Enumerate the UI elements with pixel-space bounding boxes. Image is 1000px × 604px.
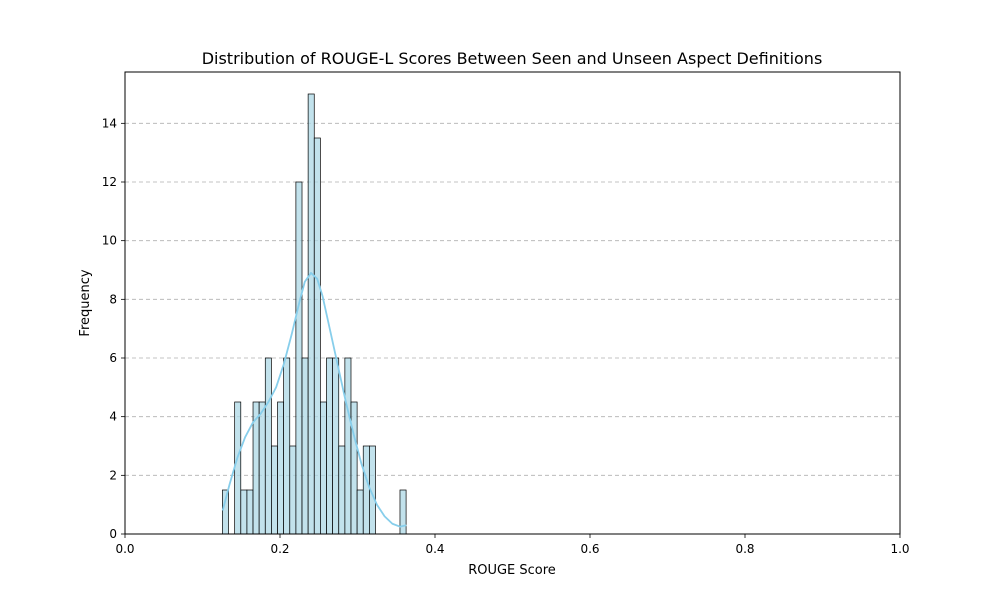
histogram-bar xyxy=(271,445,278,535)
histogram-bar xyxy=(289,445,297,535)
y-tick-label: 10 xyxy=(102,234,117,248)
chart-title: Distribution of ROUGE-L Scores Between S… xyxy=(202,49,823,68)
y-tick-label: 2 xyxy=(109,468,117,482)
histogram-bar xyxy=(258,401,266,535)
x-tick-label: 0.2 xyxy=(270,542,289,556)
plot-frame xyxy=(124,71,901,535)
histogram-bar xyxy=(338,445,346,535)
histogram-bar xyxy=(320,401,327,535)
kde-layer xyxy=(221,272,407,528)
y-tick-label: 8 xyxy=(109,292,117,306)
histogram-bar xyxy=(277,401,284,535)
histogram-bar xyxy=(362,445,370,535)
histogram-bar xyxy=(356,489,364,535)
x-tick-label: 0.4 xyxy=(425,542,444,556)
histogram-bar xyxy=(234,401,242,535)
x-tick-label: 1.0 xyxy=(890,542,909,556)
histogram-bar xyxy=(295,181,303,535)
x-tick-label: 0.8 xyxy=(735,542,754,556)
histogram-bar xyxy=(350,401,358,535)
histogram-bar xyxy=(326,357,333,535)
histogram-bar xyxy=(240,489,248,535)
histogram-bar xyxy=(283,357,291,535)
histogram-bar xyxy=(307,93,315,535)
tick-layer: 0.0 0.2 0.4 0.6 0.8 1.0 0 2 4 6 8 10 12 14 xyxy=(102,116,910,556)
y-tick-label: 6 xyxy=(109,351,117,365)
y-tick-label: 4 xyxy=(109,410,117,424)
histogram-bar xyxy=(264,357,272,535)
histogram-bar xyxy=(301,357,309,535)
x-tick-label: 0.6 xyxy=(580,542,599,556)
y-tick-label: 14 xyxy=(102,116,117,130)
y-tick-label: 12 xyxy=(102,175,117,189)
histogram-bar xyxy=(344,357,352,535)
y-tick-label: 0 xyxy=(109,527,117,541)
x-tick-label: 0.0 xyxy=(115,542,134,556)
histogram-bar xyxy=(332,357,340,535)
kde-line xyxy=(221,272,407,528)
y-axis-label: Frequency xyxy=(78,269,93,336)
histogram-bar xyxy=(313,137,321,535)
histogram-bar xyxy=(246,489,254,535)
x-axis-label: ROUGE Score xyxy=(468,563,556,578)
bar-layer xyxy=(222,93,407,535)
